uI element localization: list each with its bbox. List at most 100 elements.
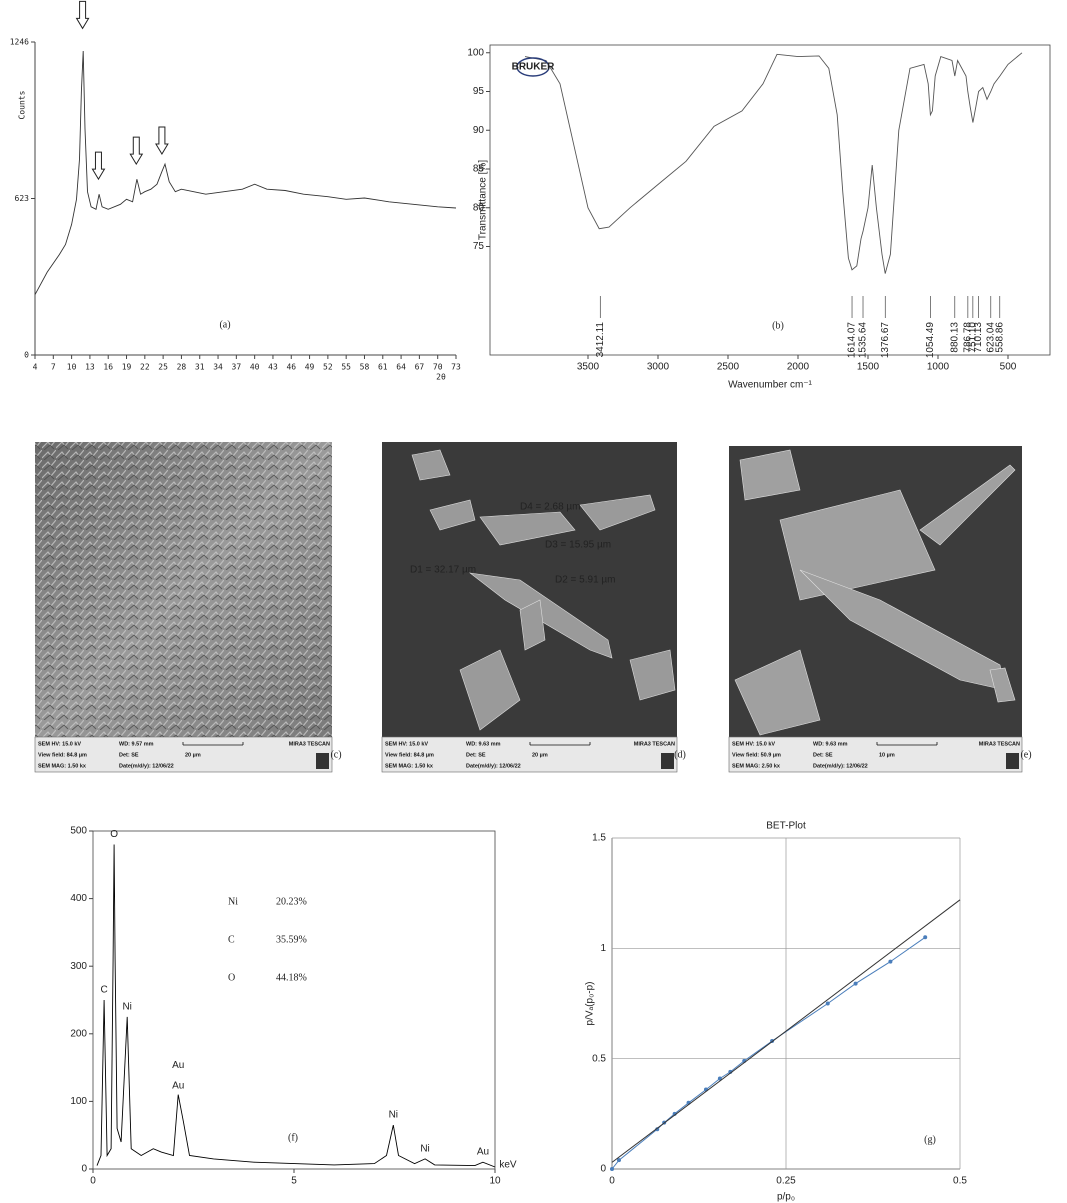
chart-title: BET-Plot: [766, 821, 806, 832]
logo-mark: [516, 57, 550, 77]
x-tick-label: 0: [90, 1176, 96, 1187]
peak-label: 623.04: [985, 322, 996, 353]
peak-label: 1535.64: [858, 322, 869, 359]
crystals: [411, 449, 676, 731]
logo-box: [661, 753, 674, 769]
x-tick-label: 22: [140, 363, 150, 372]
y-tick-label: 75: [473, 241, 485, 252]
data-line: [96, 844, 496, 1168]
y-axis-label: p/Vₐ(p₀-p): [585, 982, 596, 1026]
x-tick-label: 1500: [857, 362, 880, 373]
x-tick-label: 52: [323, 363, 333, 372]
peak-label: Au: [172, 1060, 184, 1071]
peak-label: 1054.49: [925, 322, 936, 359]
x-tick-label: 37: [232, 363, 242, 372]
y-tick-label: 100: [70, 1096, 87, 1107]
sem-panel: SEM HV: 15.0 kV WD: 9.63 mm View field: 50…: [728, 736, 1032, 773]
y-tick-label: 1: [600, 943, 606, 954]
peak-label: 786.78: [962, 322, 973, 353]
x-tick-label: 13: [85, 363, 95, 372]
peak-label: C: [101, 985, 108, 996]
peak-label: O: [110, 829, 118, 840]
plot-frame: [489, 44, 1051, 356]
panel-label: (c): [330, 749, 341, 760]
y-tick-label: 0.5: [592, 1053, 606, 1064]
logo-box: [1006, 753, 1019, 769]
x-tick-label: 28: [177, 363, 187, 372]
x-tick-label: 0: [609, 1176, 615, 1187]
data-point: [610, 1167, 614, 1171]
y-tick-label: 0: [600, 1164, 606, 1175]
x-tick-label: 7: [51, 363, 56, 372]
x-tick-label: 61: [378, 363, 388, 372]
x-axis-label: p/p₀: [777, 1192, 795, 1203]
x-tick-label: 67: [415, 363, 425, 372]
info-hv: SEM HV: 15.0 kV: [732, 741, 775, 747]
x-tick-label: 31: [195, 363, 205, 372]
peak-label: Ni: [122, 1001, 131, 1012]
y-axis-label: Transmittance [%]: [478, 160, 489, 240]
percent: 44.18%: [276, 972, 307, 983]
percent: 20.23%: [276, 896, 307, 907]
x-tick-label: 3000: [647, 362, 670, 373]
peak-label: 880.13: [949, 322, 960, 353]
x-tick-label: 1000: [927, 362, 950, 373]
plot-frame: [92, 830, 496, 1170]
panel-label: (d): [674, 749, 686, 760]
info-hv: SEM HV: 15.0 kV: [385, 741, 428, 747]
x-tick-label: 40: [250, 363, 260, 372]
y-tick-label: 400: [70, 893, 87, 904]
x-tick-label: 25: [158, 363, 168, 372]
x-tick-label: 19: [122, 363, 132, 372]
y-tick-label: 623: [15, 194, 30, 203]
info-wd: WD: 9.57 mm: [119, 741, 154, 747]
chart: 0 623 1246 4 7 10 13 16 19 22 25 28 31 34 37 40 43 46 49 52…: [10, 0, 461, 382]
data-point: [717, 1076, 722, 1081]
scale-label: 20 µm: [185, 752, 201, 758]
info-wd: WD: 9.63 mm: [466, 741, 501, 747]
x-tick-label: 0.5: [953, 1176, 967, 1187]
percent: 35.59%: [276, 934, 307, 945]
y-tick-label: 90: [473, 125, 485, 136]
y-tick-label: 0: [24, 351, 29, 360]
info-wd: WD: 9.63 mm: [813, 741, 848, 747]
brand: MIRA3 TESCAN: [979, 741, 1020, 747]
x-tick-label: 4: [33, 363, 38, 372]
x-tick-label: 500: [1000, 362, 1017, 373]
peak-arrow: [155, 126, 169, 156]
y-tick-label: 500: [70, 826, 87, 837]
scale-bar: [876, 742, 938, 746]
scale-label: 10 µm: [879, 752, 895, 758]
peak-label: 751.10: [967, 322, 978, 353]
x-axis-label: 2θ: [436, 373, 446, 382]
peak-arrow: [75, 0, 90, 30]
measurement: D4 = 2.68 µm: [520, 502, 581, 513]
x-axis-label: keV: [499, 1160, 517, 1171]
scale-bar: [182, 742, 244, 746]
sem-images: [35, 442, 1022, 737]
y-tick-label: 80: [473, 202, 485, 213]
x-tick-label: 10: [489, 1176, 501, 1187]
peak-arrow: [91, 151, 106, 181]
info-det: Det: SE: [466, 752, 486, 758]
panel-label: (e): [1020, 749, 1031, 760]
info-mag: SEM MAG: 1.50 kx: [385, 763, 434, 769]
peak-label: 1376.67: [880, 322, 891, 359]
x-tick-label: 0.25: [776, 1176, 796, 1187]
x-tick-label: 73: [451, 363, 461, 372]
info-hv: SEM HV: 15.0 kV: [38, 741, 81, 747]
peak-label: 558.86: [994, 322, 1005, 353]
data-point: [853, 981, 858, 986]
element: C: [228, 934, 235, 945]
y-tick-label: 1.5: [592, 833, 606, 844]
info-view-field: View field: 50.9 µm: [732, 752, 781, 758]
data-line: [611, 936, 926, 1170]
peak-label: 710.13: [973, 322, 984, 353]
element: O: [228, 972, 235, 983]
y-tick-label: 100: [467, 47, 484, 58]
x-tick-label: 34: [213, 363, 223, 372]
info-bar: [728, 736, 1023, 773]
crystals: [734, 449, 1016, 736]
peak-label: 1614.07: [847, 322, 858, 359]
sem-panel: SEM HV: 15.0 kV WD: 9.57 mm View field: 84…: [34, 736, 342, 773]
